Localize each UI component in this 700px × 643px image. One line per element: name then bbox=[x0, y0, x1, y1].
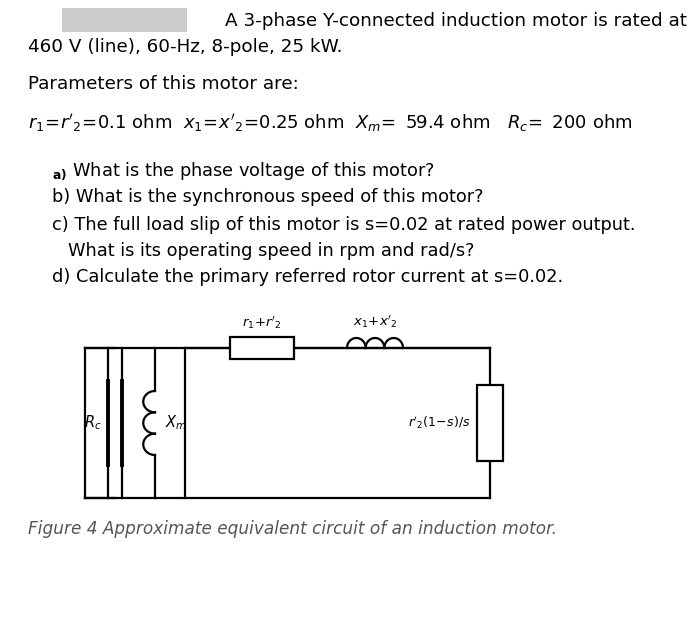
Text: What is its operating speed in rpm and rad/s?: What is its operating speed in rpm and r… bbox=[68, 242, 475, 260]
Text: $r_1\!+\!r'_2$: $r_1\!+\!r'_2$ bbox=[242, 314, 282, 331]
Text: $_\mathbf{a)}$ What is the phase voltage of this motor?: $_\mathbf{a)}$ What is the phase voltage… bbox=[52, 160, 435, 181]
Bar bbox=[62, 8, 187, 32]
Text: c) The full load slip of this motor is s=0.02 at rated power output.: c) The full load slip of this motor is s… bbox=[52, 216, 636, 234]
Text: 460 V (line), 60-Hz, 8-pole, 25 kW.: 460 V (line), 60-Hz, 8-pole, 25 kW. bbox=[28, 38, 342, 56]
Bar bbox=[477, 385, 503, 461]
Text: $R_c$: $R_c$ bbox=[84, 413, 102, 432]
Text: $r'_2(1\!-\!s)/s$: $r'_2(1\!-\!s)/s$ bbox=[408, 415, 471, 431]
Text: $r_1\!=\!r'_2\!=\!0.1$ ohm  $x_1\!=\!x'_2\!=\!0.25$ ohm  $X_m\!=$ 59.4 ohm   $R_: $r_1\!=\!r'_2\!=\!0.1$ ohm $x_1\!=\!x'_2… bbox=[28, 112, 632, 134]
Text: d) Calculate the primary referred rotor current at s=0.02.: d) Calculate the primary referred rotor … bbox=[52, 268, 563, 286]
Text: Parameters of this motor are:: Parameters of this motor are: bbox=[28, 75, 299, 93]
Text: b) What is the synchronous speed of this motor?: b) What is the synchronous speed of this… bbox=[52, 188, 484, 206]
Text: A 3-phase Y-connected induction motor is rated at: A 3-phase Y-connected induction motor is… bbox=[225, 12, 687, 30]
Bar bbox=[230, 337, 294, 359]
Text: $X_m$: $X_m$ bbox=[165, 413, 187, 432]
Text: Figure 4 Approximate equivalent circuit of an induction motor.: Figure 4 Approximate equivalent circuit … bbox=[28, 520, 557, 538]
Text: $x_1\!+\!x'_2$: $x_1\!+\!x'_2$ bbox=[353, 313, 398, 330]
